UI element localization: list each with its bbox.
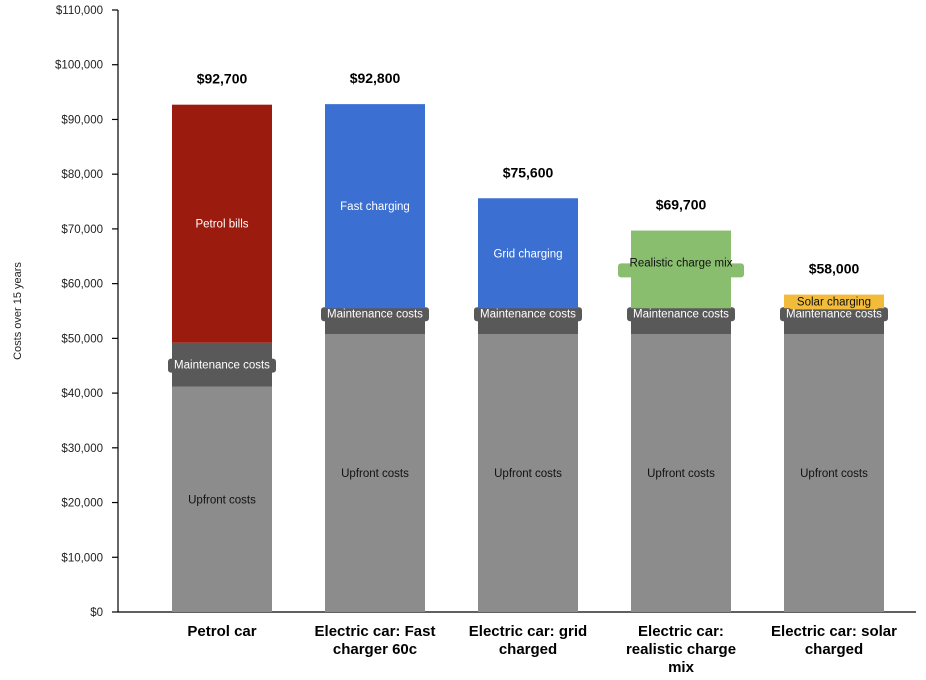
bar-segment	[325, 333, 425, 612]
segment-label-plate	[321, 307, 429, 322]
segment-label: Maintenance costs	[786, 308, 882, 320]
segment-label: Upfront costs	[188, 494, 256, 506]
bar-segment	[172, 104, 272, 343]
bar-segment	[784, 333, 884, 612]
segment-label: Fast charging	[340, 201, 410, 213]
segment-label: Grid charging	[493, 248, 562, 260]
y-tick-label: $20,000	[61, 498, 103, 510]
category-label: realistic charge	[626, 641, 736, 658]
bar-total-label: $92,800	[350, 70, 401, 86]
category-label: mix	[668, 659, 695, 676]
y-axis-title: Costs over 15 years	[12, 262, 24, 360]
category-label: Electric car: grid	[469, 623, 587, 640]
segment-label-plate	[627, 307, 735, 322]
category-label: charged	[805, 641, 863, 658]
segment-label: Maintenance costs	[174, 360, 270, 372]
segment-label: Solar charging	[797, 297, 871, 309]
segment-label: Upfront costs	[341, 468, 409, 480]
y-tick-label: $70,000	[61, 224, 103, 236]
category-label: Electric car:	[638, 623, 724, 640]
segment-label-plate	[780, 307, 888, 322]
y-tick-label: $0	[90, 607, 103, 619]
y-tick-label: $110,000	[56, 5, 103, 17]
y-tick-label: $60,000	[61, 279, 103, 291]
y-tick-label: $80,000	[61, 169, 103, 181]
bar-segment	[631, 333, 731, 612]
category-label: Petrol car	[187, 623, 256, 640]
segment-label: Maintenance costs	[633, 308, 729, 320]
category-label: charger 60c	[333, 641, 417, 658]
segment-label: Upfront costs	[494, 468, 562, 480]
bar-segment	[325, 104, 425, 309]
category-label: Electric car: Fast	[315, 623, 436, 640]
bar-segment	[172, 386, 272, 612]
segment-label: Upfront costs	[647, 468, 715, 480]
bar-segment	[478, 198, 578, 309]
category-label: charged	[499, 641, 557, 658]
y-tick-label: $50,000	[61, 333, 103, 345]
y-tick-label: $100,000	[55, 60, 103, 72]
segment-label-plate	[618, 263, 744, 278]
segment-label: Maintenance costs	[327, 308, 423, 320]
segment-label-plate	[789, 295, 879, 310]
segment-label: Petrol bills	[195, 219, 248, 231]
bar-segment	[478, 333, 578, 612]
y-tick-label: $10,000	[61, 552, 103, 564]
segment-label-plate	[474, 307, 582, 322]
bar-total-label: $69,700	[656, 197, 707, 213]
segment-label: Upfront costs	[800, 468, 868, 480]
y-tick-label: $90,000	[61, 114, 103, 126]
segment-label-plate	[168, 358, 276, 373]
segment-label: Realistic charge mix	[630, 257, 733, 269]
bar-total-label: $92,700	[197, 71, 248, 87]
y-tick-label: $30,000	[61, 443, 103, 455]
bar-total-label: $58,000	[809, 261, 860, 277]
bar-total-label: $75,600	[503, 164, 554, 180]
y-tick-label: $40,000	[61, 388, 103, 400]
category-label: Electric car: solar	[771, 623, 897, 640]
segment-label: Maintenance costs	[480, 308, 576, 320]
